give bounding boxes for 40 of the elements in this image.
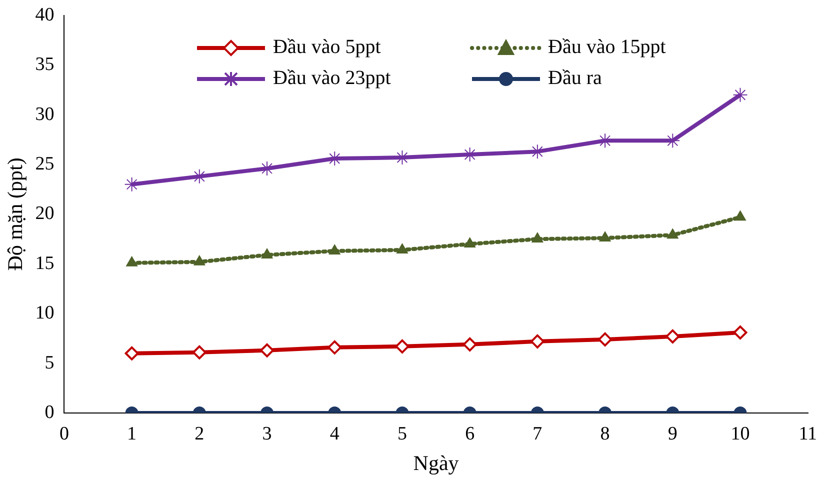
- y-tick-label: 0: [44, 402, 54, 423]
- legend-label: Đầu vào 5ppt: [273, 36, 381, 59]
- point: [194, 255, 206, 266]
- point: [124, 176, 140, 192]
- x-tick-label: 7: [532, 423, 542, 444]
- x-tick-label: 10: [730, 423, 750, 444]
- y-tick-label: 35: [35, 54, 54, 76]
- x-tick-label: 2: [194, 423, 204, 444]
- x-tick-label: 5: [397, 423, 407, 444]
- legend-label: Đầu vào 15ppt: [548, 36, 666, 59]
- legend-label: Đầu vào 23ppt: [273, 67, 391, 90]
- point: [666, 228, 678, 239]
- x-tick-label: 8: [600, 423, 610, 444]
- point: [328, 244, 340, 254]
- y-tick-label: 20: [35, 203, 54, 224]
- point: [126, 256, 138, 266]
- y-tick-label: 40: [35, 4, 54, 26]
- x-tick-label: 3: [262, 423, 272, 444]
- y-tick-label: 10: [35, 302, 54, 324]
- point: [599, 232, 611, 242]
- point: [464, 238, 476, 248]
- point: [734, 210, 746, 221]
- y-tick-label: 5: [44, 352, 54, 374]
- x-axis-title: Ngày: [413, 450, 460, 475]
- point: [665, 133, 680, 148]
- x-tick-label: 1: [127, 423, 137, 444]
- legend-label: Đầu ra: [548, 67, 602, 90]
- point: [732, 87, 748, 102]
- point: [396, 243, 408, 254]
- x-tick-label: 0: [59, 423, 69, 444]
- y-tick-label: 25: [35, 153, 54, 174]
- x-tick-label: 6: [465, 423, 475, 444]
- point: [532, 232, 544, 243]
- x-tick-label: 9: [668, 423, 678, 444]
- y-tick-label: 15: [35, 252, 54, 274]
- x-tick-label: 11: [798, 423, 817, 444]
- y-axis-title: Độ mặn (ppt): [3, 158, 28, 271]
- x-tick-label: 4: [330, 423, 340, 444]
- y-tick-label: 30: [35, 104, 54, 125]
- point: [261, 248, 273, 258]
